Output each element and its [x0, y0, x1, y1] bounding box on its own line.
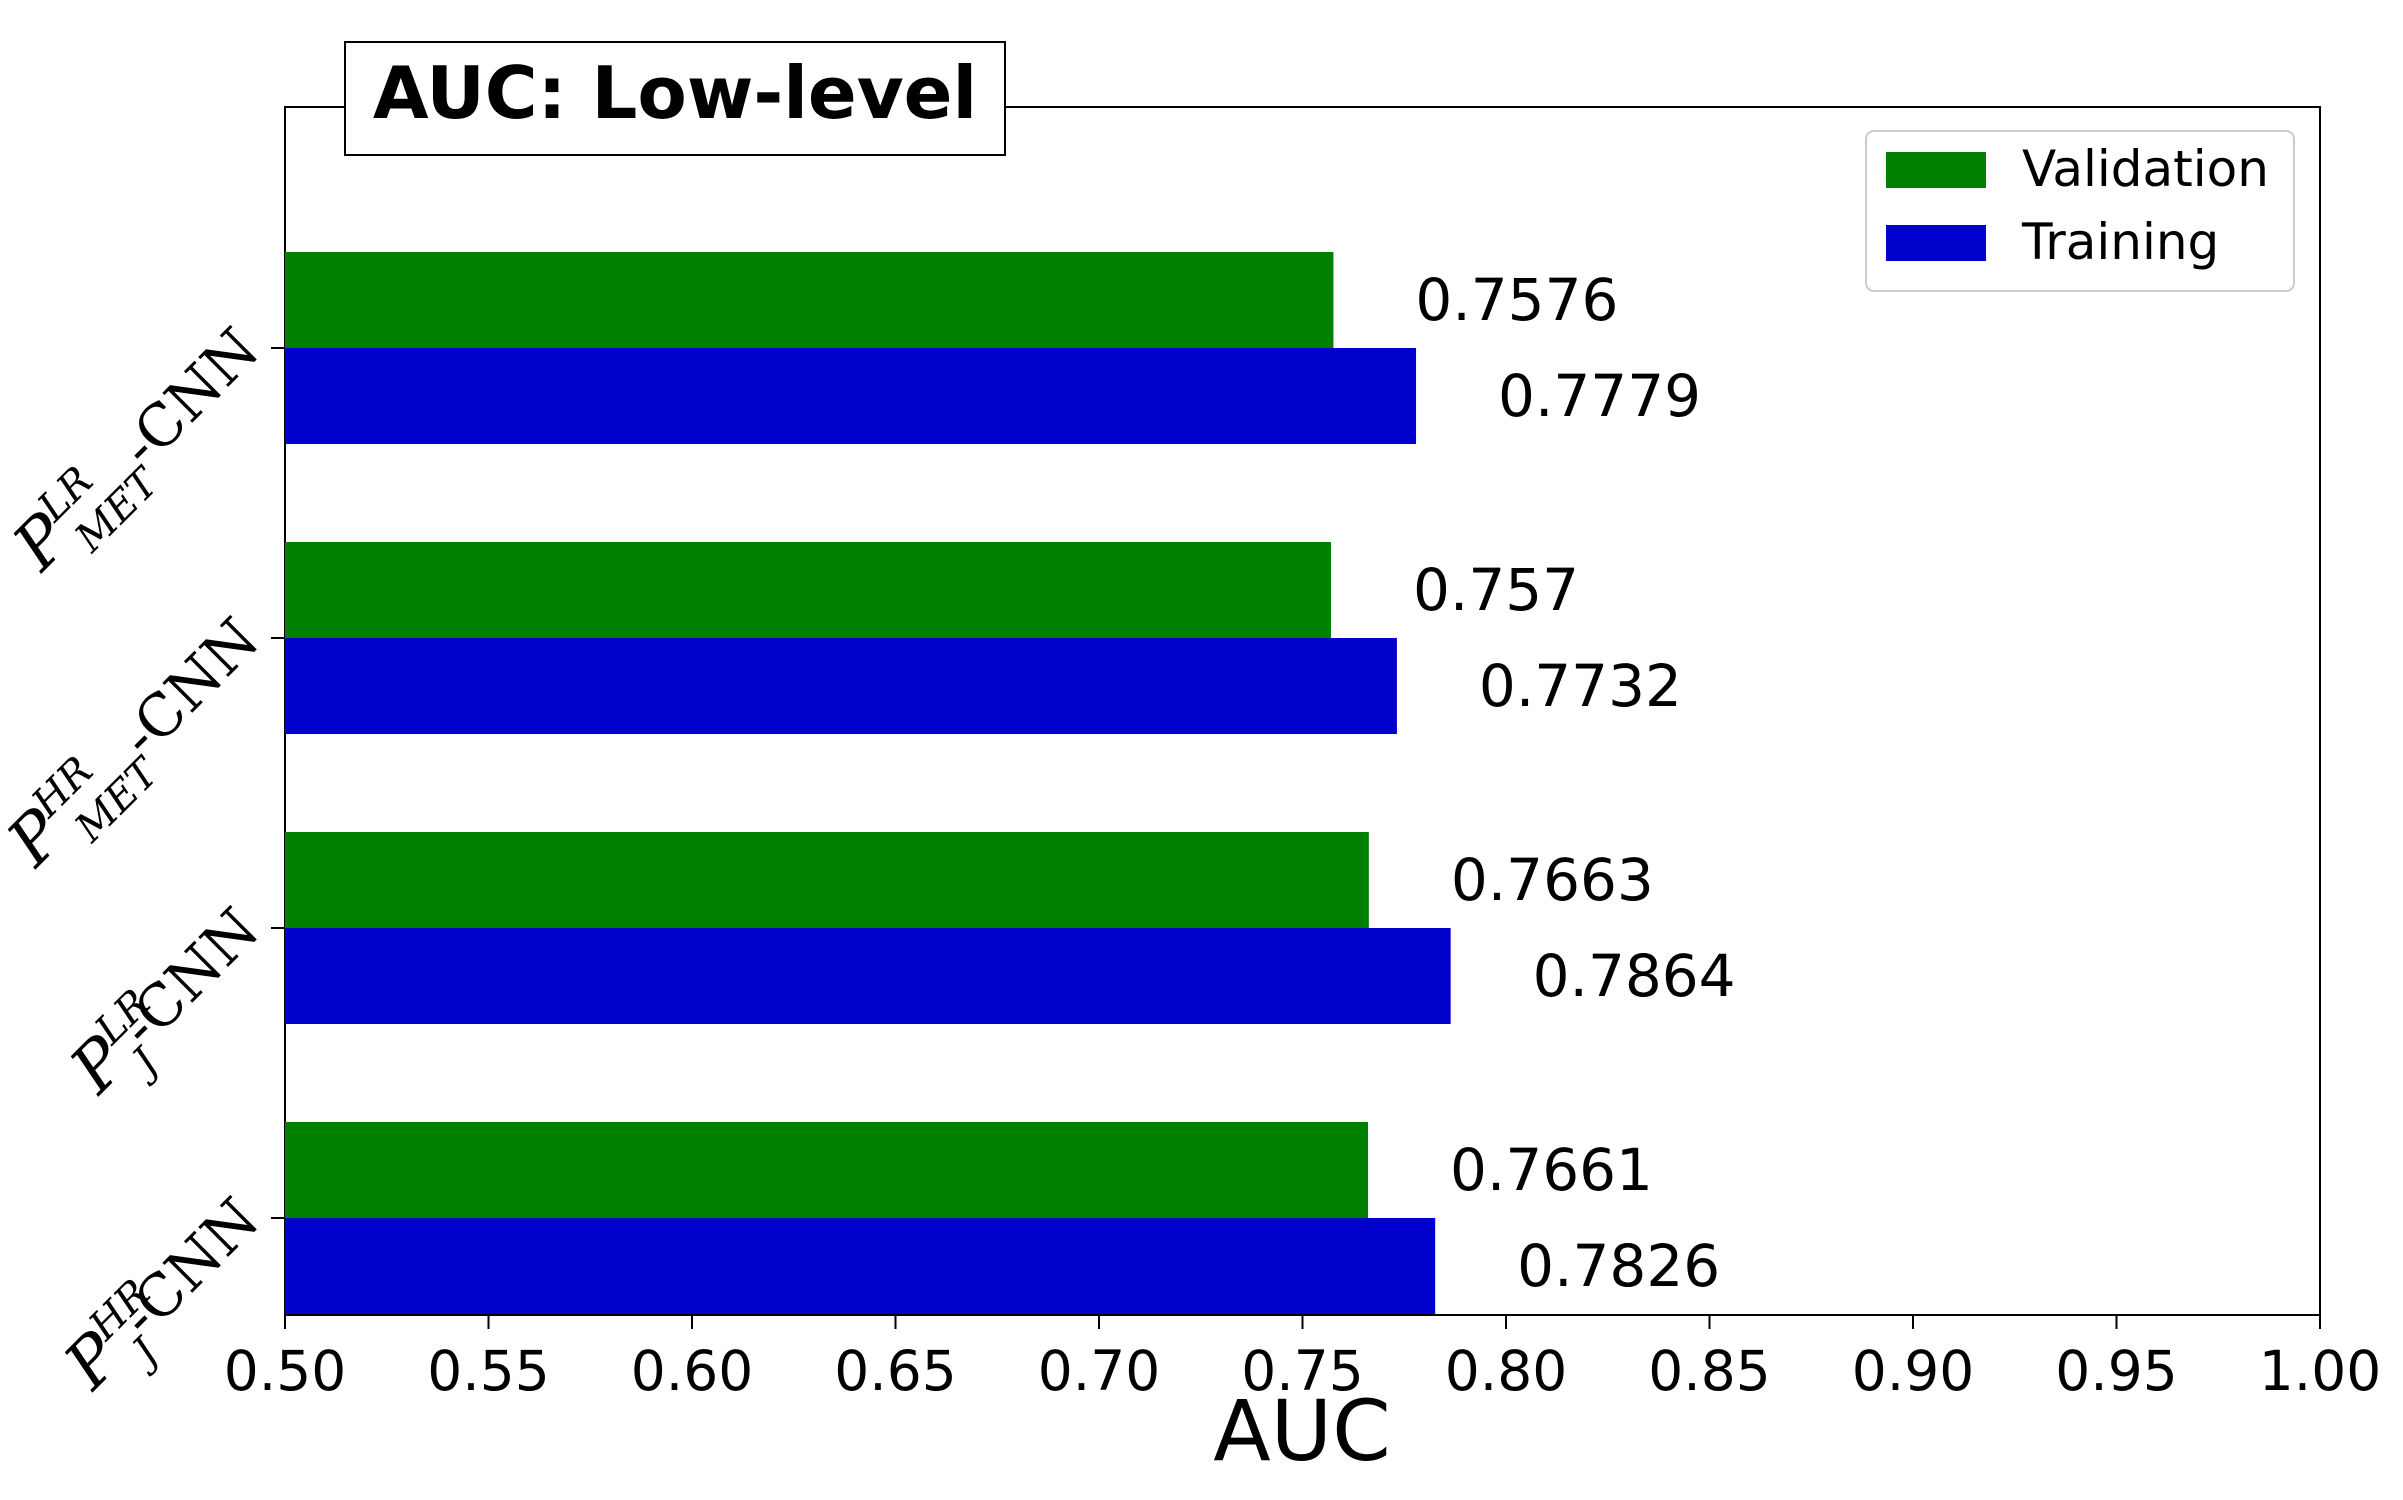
- x-axis-title: AUC: [1213, 1382, 1391, 1480]
- bar-training-3: [285, 1218, 1436, 1314]
- bar-value-label-training-3: 0.7826: [1517, 1232, 1720, 1300]
- x-tick-label-4: 0.70: [1038, 1339, 1160, 1403]
- bar-training-2: [285, 928, 1451, 1024]
- bar-training-1: [285, 638, 1397, 734]
- bar-value-label-validation-3: 0.7661: [1450, 1136, 1653, 1204]
- x-tick-label-0: 0.50: [224, 1339, 346, 1403]
- svg-text:PLRJ-CNN: PLRJ-CNN: [54, 889, 284, 1119]
- bar-value-label-training-1: 0.7732: [1479, 652, 1682, 720]
- title-box: AUC: Low-level: [344, 41, 1006, 156]
- bar-validation-1: [285, 542, 1331, 638]
- x-tick-label-10: 1.00: [2259, 1339, 2381, 1403]
- category-label-2: PLRJ-CNN: [54, 889, 284, 1119]
- bar-value-label-training-2: 0.7864: [1533, 942, 1736, 1010]
- x-tick-label-7: 0.85: [1648, 1339, 1770, 1403]
- bar-labels-group: 0.7576 0.757 0.7663 0.7661 0.7779 0.7732 0.786…: [1413, 266, 1736, 1300]
- bar-validation-2: [285, 832, 1369, 928]
- chart-title: AUC: Low-level: [373, 51, 977, 135]
- bar-value-label-validation-1: 0.757: [1413, 556, 1579, 624]
- legend-label-validation: Validation: [2022, 140, 2269, 198]
- category-label-1: PHRMET-CNN: [0, 599, 285, 892]
- bars-group: [285, 252, 1451, 1314]
- bar-validation-3: [285, 1122, 1369, 1218]
- svg-text:PHRMET-CNN: PHRMET-CNN: [0, 599, 285, 892]
- x-tick-label-2: 0.60: [631, 1339, 753, 1403]
- legend-swatch-training: [1886, 225, 1986, 261]
- x-tick-label-8: 0.90: [1852, 1339, 1974, 1403]
- x-tick-label-6: 0.80: [1445, 1339, 1567, 1403]
- bar-value-label-training-0: 0.7779: [1498, 362, 1701, 430]
- legend-swatch-validation: [1886, 152, 1986, 188]
- bar-value-label-validation-2: 0.7663: [1451, 846, 1654, 914]
- legend: Validation Training: [1865, 130, 2295, 292]
- x-tick-label-5: 0.75: [1241, 1339, 1363, 1403]
- bar-value-label-validation-0: 0.7576: [1415, 266, 1618, 334]
- bar-validation-0: [285, 252, 1334, 348]
- x-axis: 0.50 0.55 0.60 0.65 0.70 0.75 0.80 0.85 0.90 0.95…: [224, 1315, 2381, 1403]
- svg-text:PLRMET-CNN: PLRMET-CNN: [0, 309, 285, 596]
- legend-label-training: Training: [2021, 213, 2219, 271]
- x-tick-label-3: 0.65: [834, 1339, 956, 1403]
- category-label-0: PLRMET-CNN: [0, 309, 285, 596]
- x-tick-label-9: 0.95: [2055, 1339, 2177, 1403]
- x-tick-label-1: 0.55: [427, 1339, 549, 1403]
- bar-training-0: [285, 348, 1417, 444]
